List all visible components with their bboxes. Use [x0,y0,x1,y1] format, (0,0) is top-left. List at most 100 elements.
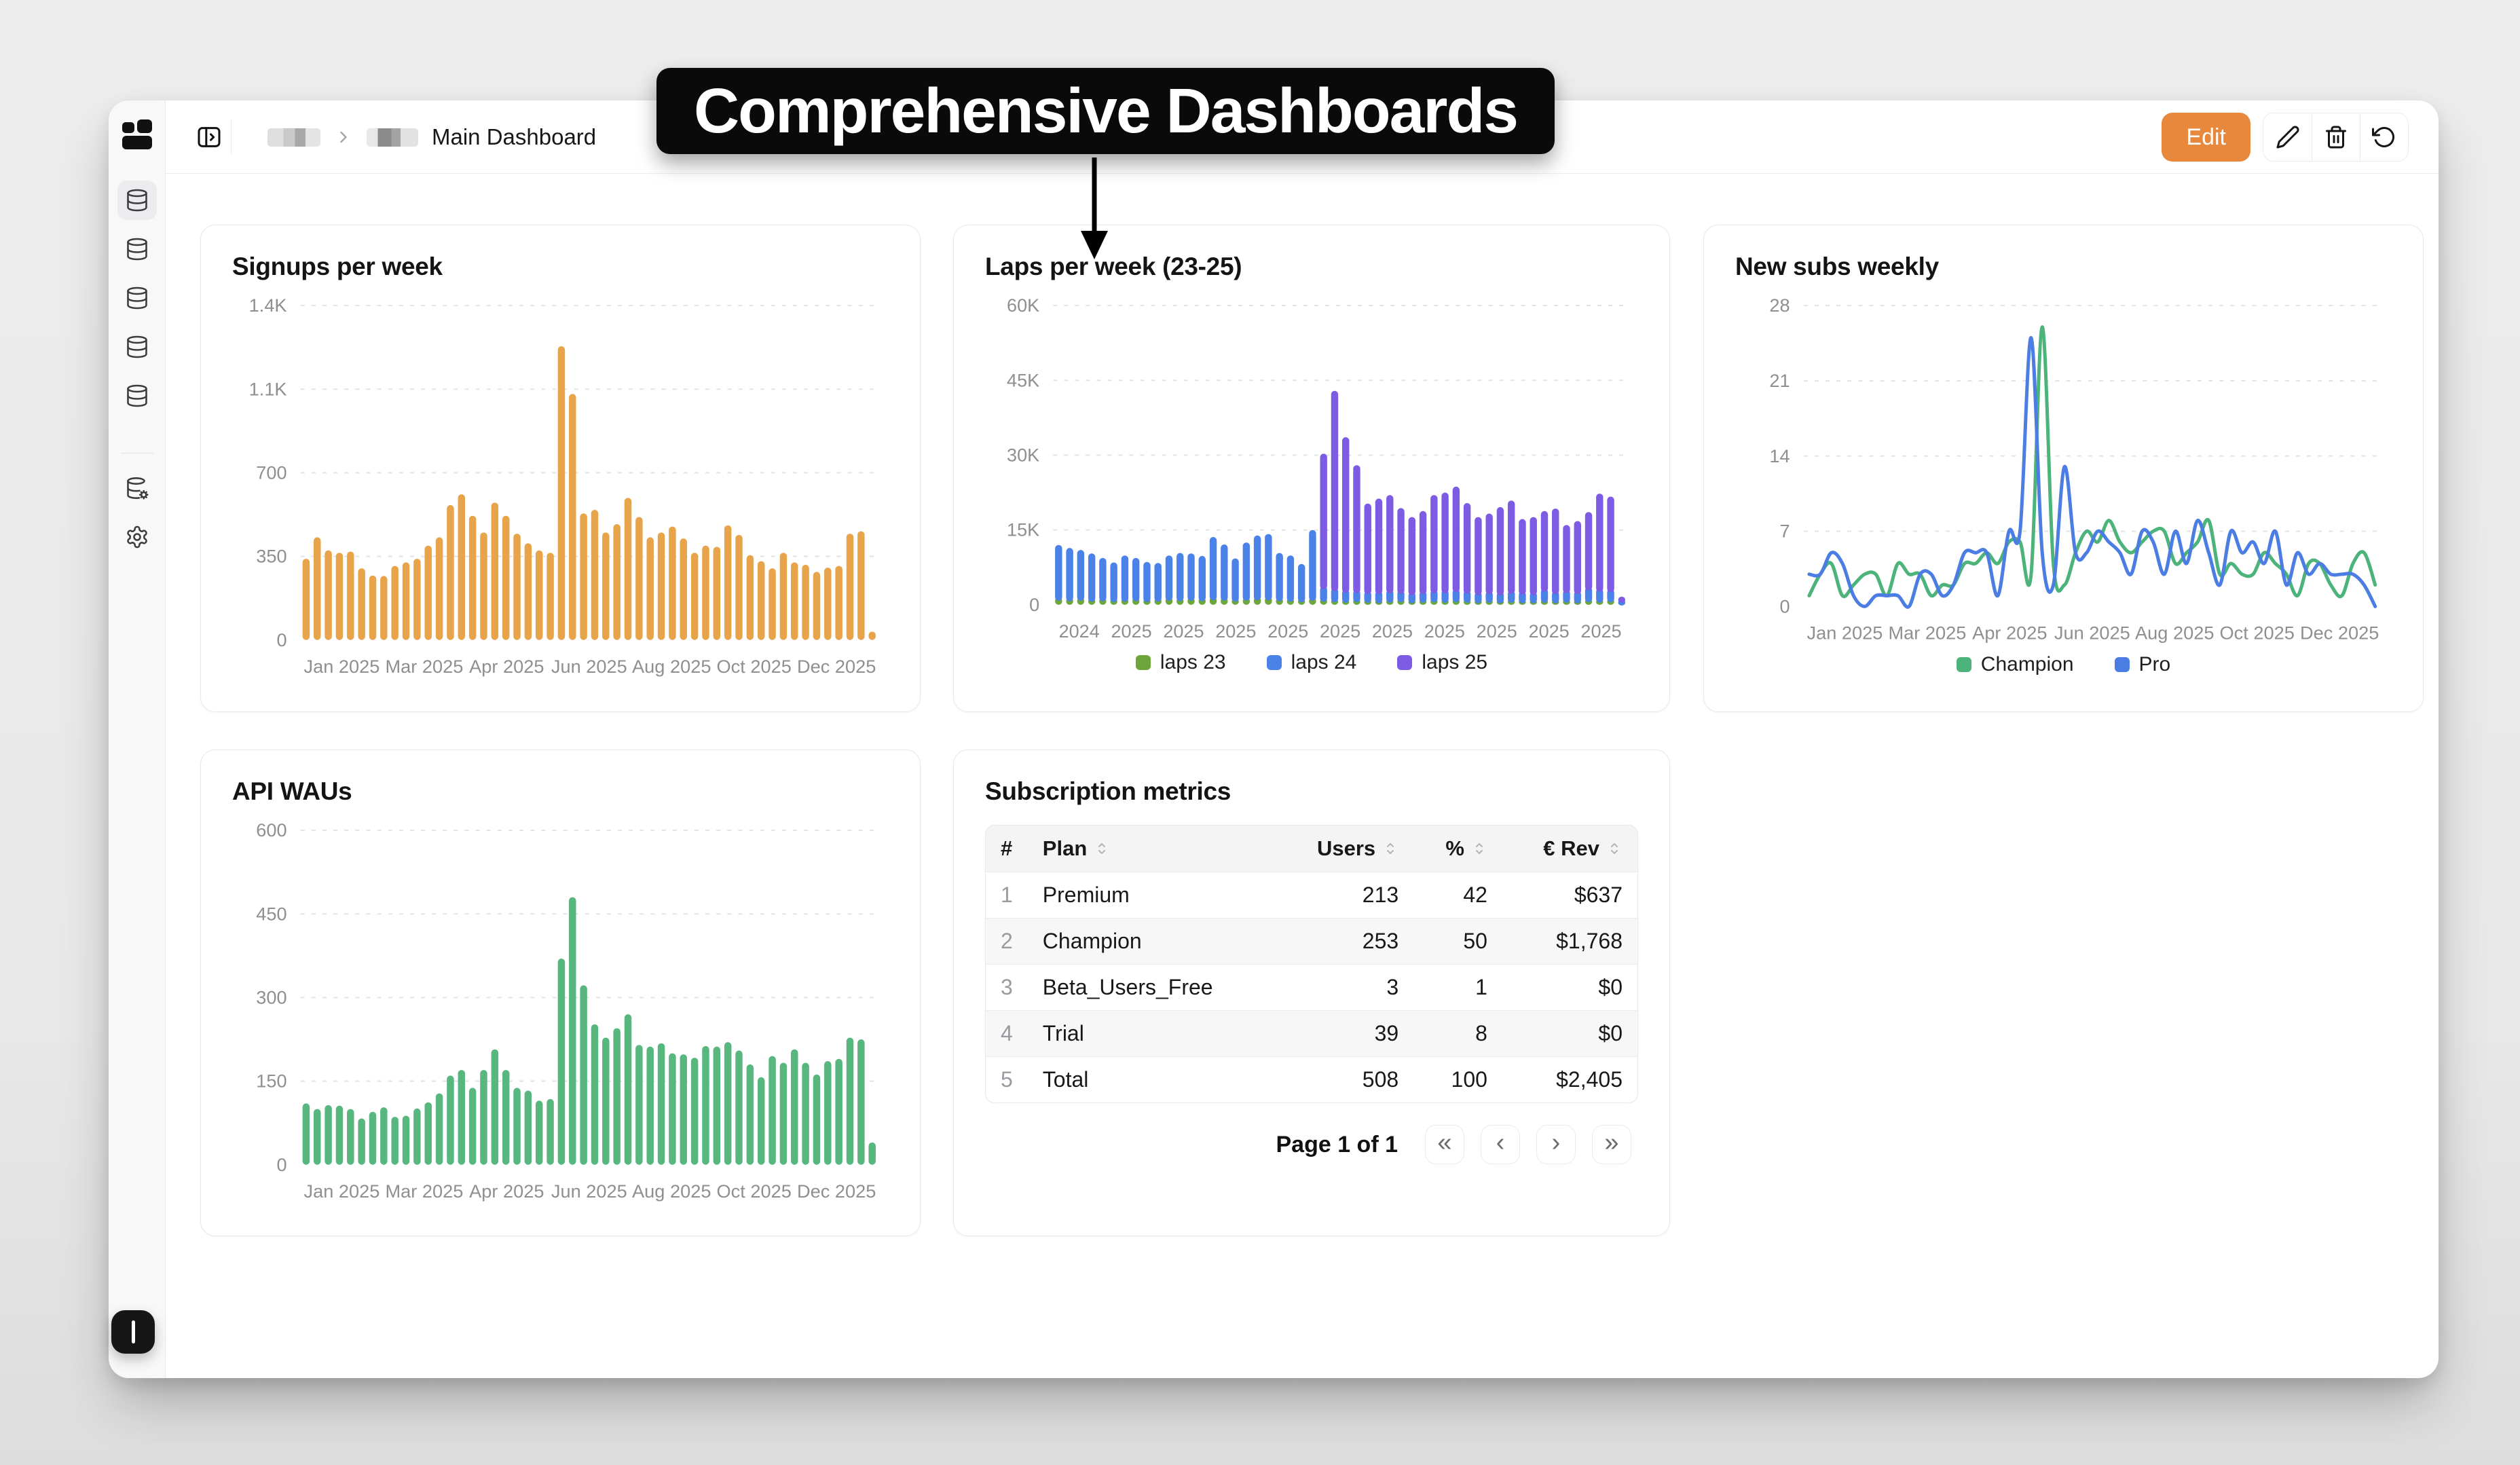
pagination-prev-button[interactable]: ‹ [1481,1125,1520,1164]
svg-text:Jun 2025: Jun 2025 [551,656,627,677]
database-icon [125,286,149,310]
sidebar-item-datasource-5[interactable] [117,376,157,415]
gear-icon [125,525,149,549]
rotate-ccw-button[interactable] [2360,113,2408,161]
database-icon [125,384,149,408]
row-index-cell: 4 [986,1010,1028,1057]
api-waus-chart: 0 150 300 450 600 Jan 2025 Mar 2025 Apr 2025 Jun… [232,818,889,1218]
table-row: 5 Total 508 100 $2,405 [986,1056,1637,1102]
svg-text:0: 0 [1779,595,1790,616]
toolbar-fab-button[interactable] [111,1310,155,1354]
table-cell: $0 [1502,964,1637,1011]
svg-text:Aug 2025: Aug 2025 [2135,623,2214,644]
breadcrumb-redacted-item[interactable] [367,128,418,147]
legend-label: Champion [1980,652,2074,675]
legend-item[interactable]: Pro [2114,652,2171,676]
signups-plot: 0 350 700 1.1K 1.4K Jan 2025 Mar 2025 Apr 2025 J… [249,295,878,677]
column-header-plan[interactable]: Plan [1027,826,1276,872]
callout-arrow-icon [1078,157,1111,259]
legend-item[interactable]: laps 24 [1266,651,1356,674]
svg-text:2025: 2025 [1215,621,1256,642]
svg-text:Mar 2025: Mar 2025 [385,656,463,677]
svg-text:450: 450 [256,903,286,924]
svg-text:60K: 60K [1007,295,1039,316]
table-cell: 1 [1413,964,1502,1011]
pagination-first-button[interactable]: « [1425,1125,1464,1164]
table-cell: 100 [1413,1056,1502,1102]
edit-button[interactable]: Edit [2162,113,2250,162]
table-cell: Premium [1027,872,1276,919]
pagination-last-button[interactable]: » [1592,1125,1631,1164]
pagination-next-button[interactable]: › [1536,1125,1576,1164]
legend-label: Pro [2138,652,2171,675]
header-actions: Edit [2162,113,2409,162]
column-header--: # [986,826,1028,872]
card-signups-per-week: Signups per week 0 350 700 1.1K 1.4K Jan 2025… [200,225,921,712]
widget-action-group [2263,113,2409,162]
sidebar-item-data-settings[interactable] [117,468,157,508]
sidebar-item-dashboards[interactable] [117,181,157,220]
svg-text:700: 700 [256,462,286,483]
svg-text:2025: 2025 [1320,621,1360,642]
svg-text:350: 350 [256,546,286,567]
svg-text:Oct 2025: Oct 2025 [717,656,792,677]
svg-text:0: 0 [1029,595,1039,615]
svg-text:Aug 2025: Aug 2025 [632,1181,711,1202]
legend-item[interactable]: laps 23 [1135,651,1226,674]
table-cell: Champion [1027,918,1276,965]
card-title: API WAUs [232,777,352,805]
sidebar-item-settings[interactable] [117,517,157,557]
card-title: Subscription metrics [985,777,1231,805]
svg-text:2025: 2025 [1163,621,1204,642]
page-indicator: Page 1 of 1 [1276,1131,1398,1157]
top-bar: Main Dashboard Edit [166,100,2439,174]
legend-item[interactable]: laps 25 [1397,651,1487,674]
database-icon [125,335,149,359]
sidebar [109,100,166,1378]
svg-text:2025: 2025 [1529,621,1570,642]
sidebar-item-datasource-3[interactable] [117,278,157,318]
svg-text:15K: 15K [1007,520,1039,540]
svg-text:2025: 2025 [1580,621,1621,642]
breadcrumb: Main Dashboard [267,100,596,174]
table-cell: 42 [1413,872,1502,919]
legend-swatch-icon [2114,656,2130,672]
table-cell: Total [1027,1056,1276,1102]
table-cell: $1,768 [1502,918,1637,965]
legend-swatch-icon [1956,656,1971,672]
column-header--rev[interactable]: € Rev [1502,826,1637,872]
svg-text:Jun 2025: Jun 2025 [2054,623,2130,644]
table-cell: 50 [1413,918,1502,965]
table-header-row: # Plan Users% € Rev [986,826,1637,872]
laps-plot: 0 15K 30K 45K 60K 2024 2025 2025 2025 2025 2025 202… [1007,295,1627,642]
apiwaus-plot: 0 150 300 450 600 Jan 2025 Mar 2025 Apr 2025 Jun… [256,819,878,1202]
svg-text:Jan 2025: Jan 2025 [1807,623,1883,644]
card-laps-per-week: Laps per week (23-25) 0 15K 30K 45K 60K 2024 2… [953,225,1670,712]
breadcrumb-current: Main Dashboard [432,124,597,149]
svg-text:0: 0 [276,629,286,650]
sidebar-item-datasource-4[interactable] [117,327,157,367]
trash-icon [2324,125,2348,149]
column-header--[interactable]: % [1413,826,1502,872]
sidebar-item-datasource-2[interactable] [117,229,157,269]
svg-text:0: 0 [276,1154,286,1175]
svg-text:2025: 2025 [1267,621,1308,642]
legend-item[interactable]: Champion [1956,652,2074,676]
trash-button[interactable] [2312,113,2360,161]
svg-text:Dec 2025: Dec 2025 [797,656,876,677]
table-row: 2 Champion 253 50 $1,768 [986,918,1637,965]
svg-text:Dec 2025: Dec 2025 [2300,623,2379,644]
subscription-table: # Plan Users% € Rev 1 Premium 213 42 $637 2 Champi… [986,826,1637,1102]
breadcrumb-redacted-item[interactable] [267,128,320,147]
panel-toggle-button[interactable] [190,118,228,156]
table-cell: 213 [1275,872,1414,919]
svg-text:1.4K: 1.4K [249,295,287,316]
app-logo-icon[interactable] [118,115,156,153]
new-subs-chart: 0 7 14 21 28 Jan 2025 Mar 2025 Apr 2025 Jun 2025… [1735,293,2392,676]
column-header-users[interactable]: Users [1275,826,1414,872]
pencil-button[interactable] [2263,113,2312,161]
svg-text:Apr 2025: Apr 2025 [469,656,544,677]
sort-icon [1471,840,1487,857]
svg-text:Aug 2025: Aug 2025 [632,656,711,677]
svg-text:2024: 2024 [1059,621,1100,642]
